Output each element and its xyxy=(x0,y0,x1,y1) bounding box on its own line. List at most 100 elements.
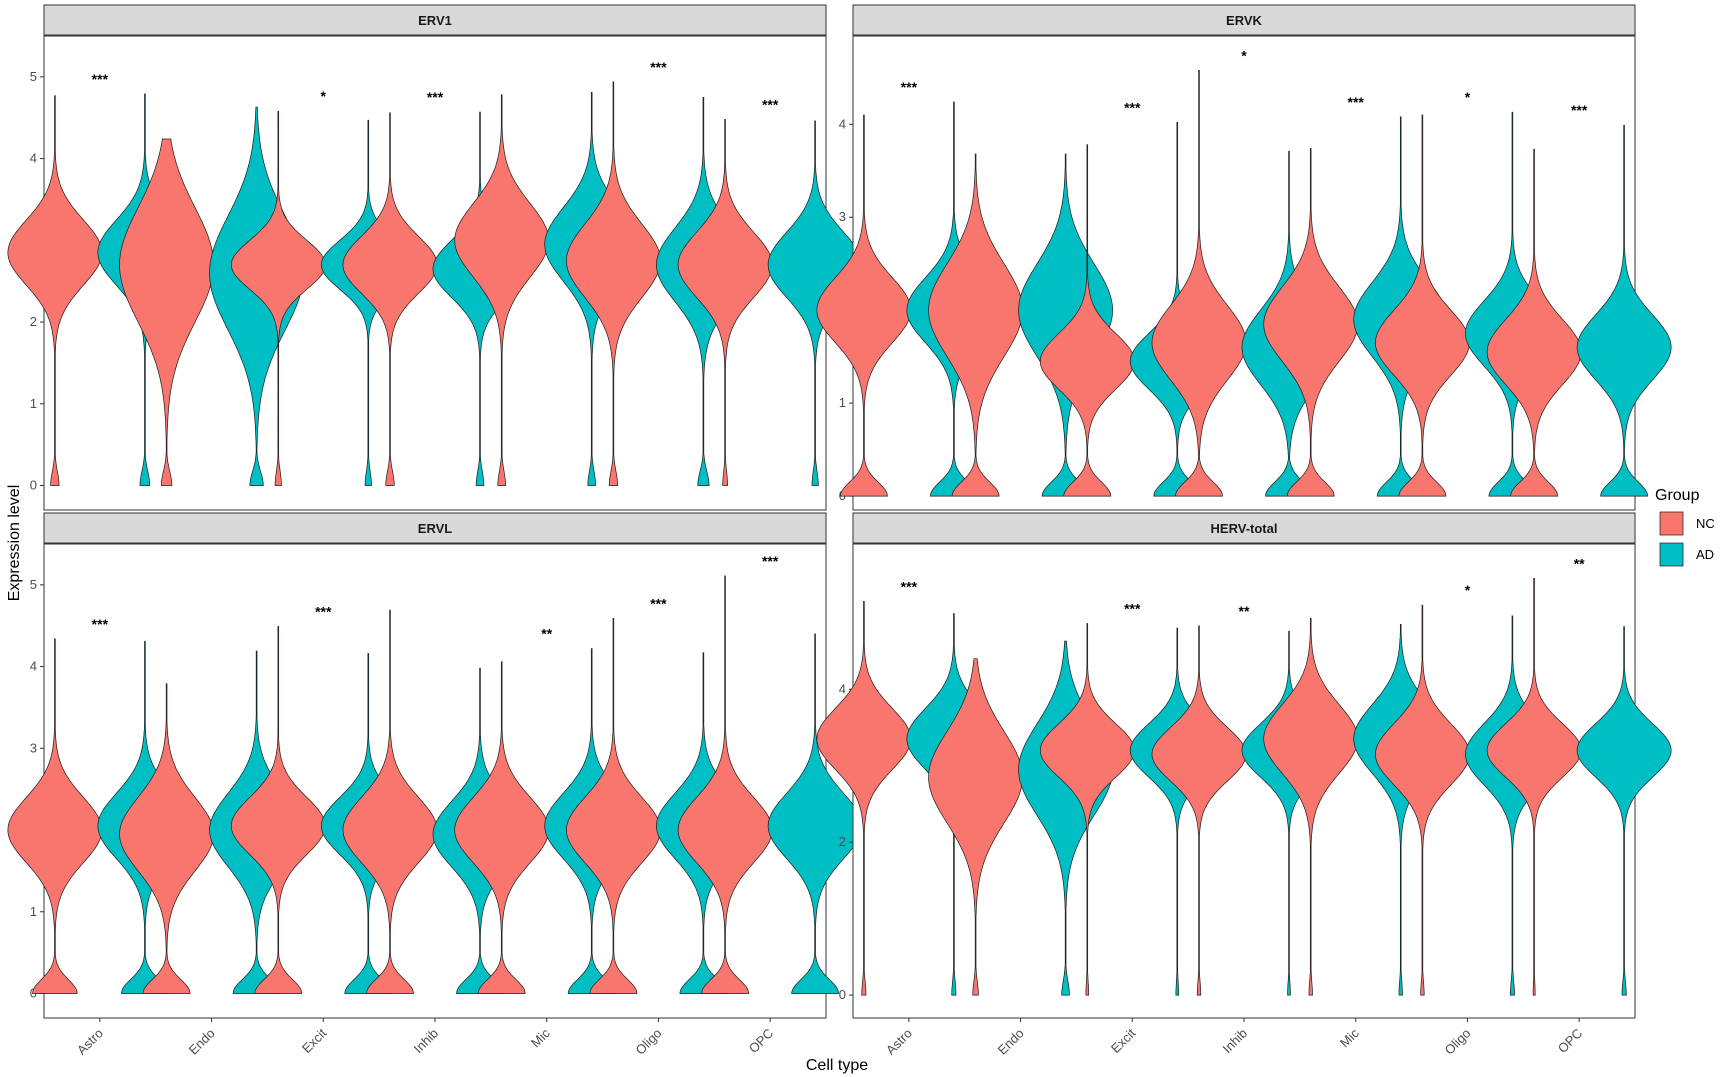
y-tick-label: 1 xyxy=(839,395,846,410)
y-tick-label: 2 xyxy=(30,314,37,329)
x-tick-label: Oligo xyxy=(1441,1026,1473,1058)
violin-ad-opc xyxy=(767,633,863,994)
legend-label-ad: AD xyxy=(1696,547,1714,562)
violin-nc-mic xyxy=(454,661,550,994)
violin-nc-inhib xyxy=(342,112,438,486)
significance-label: *** xyxy=(901,578,918,594)
significance-label: *** xyxy=(901,79,918,95)
violin-nc-oligo xyxy=(1375,114,1470,497)
significance-label: ** xyxy=(541,626,552,642)
significance-label: *** xyxy=(1124,99,1141,115)
significance-label: *** xyxy=(762,553,779,569)
violin-nc-excit xyxy=(1039,623,1135,996)
violin-nc-endo xyxy=(119,138,214,486)
significance-label: * xyxy=(1465,582,1471,598)
violin-nc-opc xyxy=(677,575,773,994)
y-tick-label: 0 xyxy=(839,987,846,1002)
significance-label: * xyxy=(321,88,327,104)
significance-label: *** xyxy=(1124,601,1141,617)
x-tick-label: OPC xyxy=(1555,1026,1586,1057)
y-tick-label: 4 xyxy=(839,681,846,696)
significance-label: *** xyxy=(427,89,444,105)
violin-nc-opc xyxy=(1486,578,1582,996)
x-tick-label: Inhib xyxy=(411,1026,442,1057)
violin-nc-oligo xyxy=(566,81,661,486)
violin-nc-excit xyxy=(1039,144,1135,497)
y-tick-label: 5 xyxy=(30,69,37,84)
facet-strip xyxy=(43,4,827,36)
y-tick-label: 1 xyxy=(30,396,37,411)
violin-nc-excit xyxy=(230,626,326,994)
x-tick-label: Excit xyxy=(299,1025,330,1056)
facet-title: HERV-total xyxy=(1211,521,1278,536)
facet-title: ERV1 xyxy=(418,13,452,28)
violin-ad-opc xyxy=(1576,626,1672,996)
y-tick-label: 3 xyxy=(30,740,37,755)
violin-nc-mic xyxy=(1263,148,1359,497)
significance-label: *** xyxy=(1348,94,1365,110)
y-tick-label: 3 xyxy=(839,209,846,224)
facet-ervk: ERVK01234************** xyxy=(816,4,1672,511)
y-tick-label: 4 xyxy=(30,151,37,166)
facet-strip xyxy=(852,512,1636,544)
y-tick-label: 2 xyxy=(839,834,846,849)
x-tick-label: Endo xyxy=(995,1026,1027,1058)
x-tick-label: Inhib xyxy=(1220,1026,1251,1057)
significance-label: ** xyxy=(1574,555,1585,571)
y-tick-label: 0 xyxy=(30,477,37,492)
facet-strip xyxy=(43,512,827,544)
violin-nc-mic xyxy=(1263,617,1359,996)
violin-nc-inhib xyxy=(342,609,438,994)
violin-nc-oligo xyxy=(566,618,661,994)
violin-ad-endo xyxy=(209,106,304,486)
x-tick-label: Endo xyxy=(186,1026,218,1058)
violin-nc-opc xyxy=(1486,149,1582,497)
panels-layer: ERV1012345*************ERVK01234********… xyxy=(7,4,1672,1058)
x-tick-label: Excit xyxy=(1108,1025,1139,1056)
y-axis-title: Expression level xyxy=(6,485,23,602)
violin-ad-excit xyxy=(320,119,416,486)
legend-key-nc xyxy=(1659,511,1684,536)
significance-label: *** xyxy=(1571,102,1588,118)
legend-title: Group xyxy=(1655,487,1700,504)
x-tick-label: Oligo xyxy=(632,1026,664,1058)
violin-nc-endo xyxy=(928,153,1023,497)
significance-label: * xyxy=(1465,89,1471,105)
significance-label: *** xyxy=(650,595,667,611)
significance-label: * xyxy=(1241,47,1247,63)
significance-label: *** xyxy=(762,96,779,112)
legend-key-ad xyxy=(1659,542,1684,567)
facet-strip xyxy=(852,4,1636,36)
violin-nc-mic xyxy=(454,94,550,486)
x-tick-label: Mic xyxy=(1337,1025,1362,1050)
facet-ervl: ERVL 0 1 2 3 4 5 Astro *** Endo Excit *** Inhib Mic **… xyxy=(7,512,863,1058)
violin-nc-astro xyxy=(816,114,912,497)
y-tick-label: 5 xyxy=(30,577,37,592)
violin-nc-oligo xyxy=(1375,604,1470,996)
legend-label-nc: NC xyxy=(1696,516,1715,531)
x-tick-label: Astro xyxy=(883,1026,915,1058)
significance-label: *** xyxy=(92,71,109,87)
violin-nc-opc xyxy=(677,119,773,486)
legend: Group NC AD xyxy=(1655,487,1715,567)
violin-nc-astro xyxy=(816,600,912,996)
significance-label: *** xyxy=(92,616,109,632)
violin-ad-oligo xyxy=(1465,615,1560,996)
violin-ad-inhib xyxy=(432,111,528,486)
x-tick-label: Astro xyxy=(74,1026,106,1058)
violin-nc-astro xyxy=(7,95,103,486)
violin-ad-opc xyxy=(1576,124,1672,497)
x-tick-label: Mic xyxy=(528,1025,553,1050)
significance-label: ** xyxy=(1239,603,1250,619)
significance-label: *** xyxy=(650,59,667,75)
y-tick-label: 4 xyxy=(839,116,846,131)
facet-title: ERVL xyxy=(418,521,452,536)
violin-nc-endo xyxy=(119,683,214,994)
x-axis-title: Cell type xyxy=(806,1057,868,1074)
violin-nc-inhib xyxy=(1151,625,1247,996)
violin-nc-excit xyxy=(230,110,326,486)
violin-nc-endo xyxy=(928,658,1023,996)
